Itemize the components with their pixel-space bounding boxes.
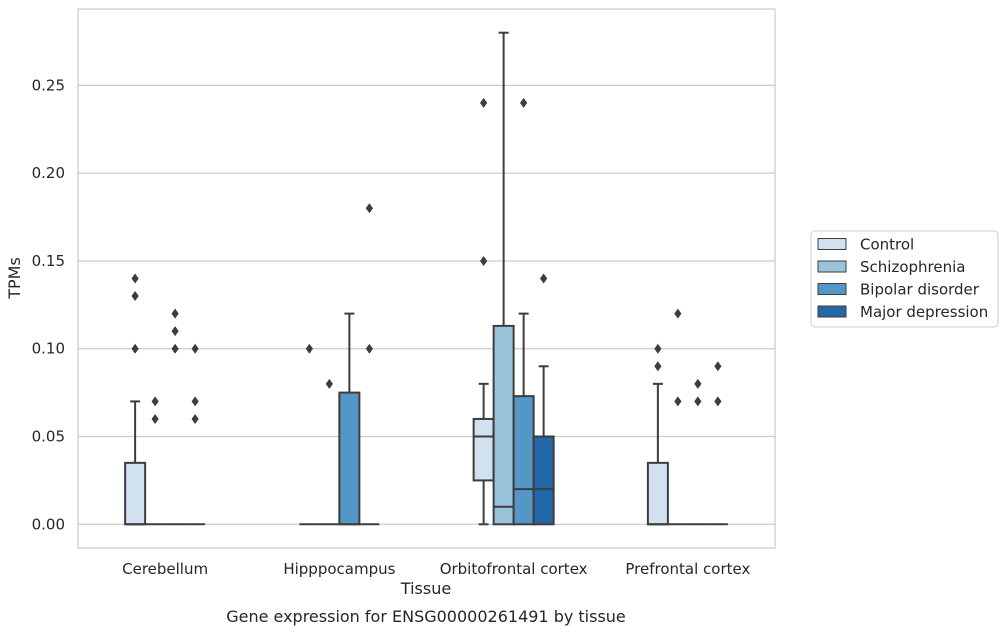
outlier-point: [171, 326, 179, 337]
box-body: [492, 324, 515, 526]
legend-swatch: [817, 305, 847, 318]
box-body: [532, 435, 555, 526]
y-tick-label: 0.10: [32, 340, 65, 358]
legend-label: Major depression: [860, 303, 988, 321]
box-3-3: [707, 361, 728, 526]
legend-swatch: [817, 260, 847, 273]
box-1-1: [319, 378, 340, 526]
chart-caption: Gene expression for ENSG00000261491 by t…: [226, 607, 626, 626]
outlier-point: [151, 396, 159, 407]
outlier-point: [540, 273, 548, 284]
outlier-point: [191, 343, 199, 354]
plot-frame: [77, 8, 776, 549]
y-tick-label: 0.25: [32, 76, 65, 94]
legend: Control Schizophrenia Bipolar disorder Majo…: [810, 230, 999, 328]
x-tick-label: Cerebellum: [122, 560, 208, 578]
outlier-point: [305, 343, 313, 354]
outlier-point: [151, 413, 159, 424]
y-tick-labels: 0.00 0.05 0.10 0.15 0.20 0.25: [32, 76, 65, 533]
y-tick-label: 0.20: [32, 164, 65, 182]
outlier-point: [654, 361, 662, 372]
grid-lines: [78, 84, 775, 525]
outlier-point: [131, 291, 139, 302]
outlier-point: [171, 308, 179, 319]
x-axis-label: Tissue: [400, 579, 451, 598]
box-2-1: [338, 312, 361, 526]
outlier-point: [131, 343, 139, 354]
outlier-point: [171, 343, 179, 354]
box-3-0: [185, 343, 206, 526]
box-1-3: [667, 308, 688, 526]
y-tick-label: 0.05: [32, 428, 65, 446]
box-body: [338, 391, 361, 526]
outlier-point: [714, 361, 722, 372]
legend-label: Bipolar disorder: [860, 281, 980, 299]
outlier-point: [674, 396, 682, 407]
x-tick-label: Prefrontal cortex: [625, 560, 750, 578]
outlier-point: [480, 97, 488, 108]
outlier-point: [480, 255, 488, 266]
x-tick-labels: Cerebellum Hipppocampus Orbitofrontal cort…: [122, 560, 750, 578]
outlier-point: [191, 413, 199, 424]
legend-frame: [810, 230, 999, 328]
outlier-point: [674, 308, 682, 319]
y-axis-label: TPMs: [5, 257, 24, 300]
box-1-0: [145, 396, 166, 526]
outlier-point: [694, 378, 702, 389]
box-0-2: [472, 97, 495, 526]
box-body: [472, 417, 495, 482]
box-0-3: [646, 343, 669, 526]
box-3-1: [359, 203, 380, 526]
y-tick-label: 0.00: [32, 515, 65, 533]
box-body: [646, 461, 669, 526]
box-2-3: [687, 378, 708, 526]
box-body: [512, 395, 535, 526]
legend-swatch: [817, 238, 847, 250]
box-2-2: [512, 97, 535, 526]
outlier-point: [520, 97, 528, 108]
box-3-2: [532, 273, 555, 526]
legend-label: Schizophrenia: [860, 258, 965, 276]
box-0-0: [124, 273, 147, 526]
outlier-point: [325, 378, 333, 389]
box-1-2: [492, 31, 515, 526]
outlier-point: [191, 396, 199, 407]
legend-label: Control: [860, 236, 914, 254]
box-body: [124, 461, 147, 526]
box-plots: [124, 31, 728, 526]
box-2-0: [165, 308, 186, 526]
outlier-point: [714, 396, 722, 407]
x-tick-label: Hipppocampus: [283, 560, 395, 578]
outlier-point: [131, 273, 139, 284]
outlier-point: [654, 343, 662, 354]
outlier-point: [365, 203, 373, 214]
y-tick-label: 0.15: [32, 252, 65, 270]
outlier-point: [694, 396, 702, 407]
outlier-point: [365, 343, 373, 354]
legend-swatch: [817, 283, 847, 295]
box-0-1: [299, 343, 320, 526]
x-tick-label: Orbitofrontal cortex: [440, 560, 588, 578]
